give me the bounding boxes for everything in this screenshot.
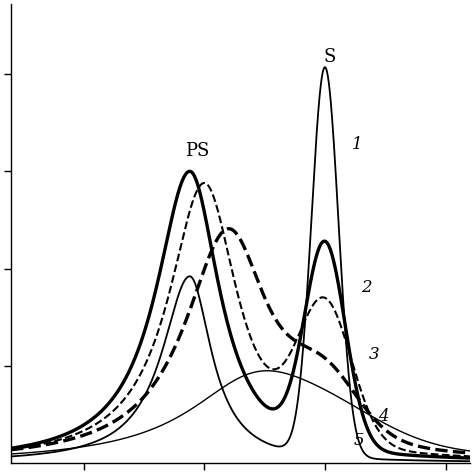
Text: S: S: [324, 48, 336, 66]
Text: PS: PS: [185, 142, 209, 160]
Text: 3: 3: [368, 346, 379, 363]
Text: 5: 5: [354, 432, 365, 449]
Text: 1: 1: [352, 136, 362, 153]
Text: 4: 4: [378, 408, 389, 425]
Text: 2: 2: [361, 280, 372, 296]
